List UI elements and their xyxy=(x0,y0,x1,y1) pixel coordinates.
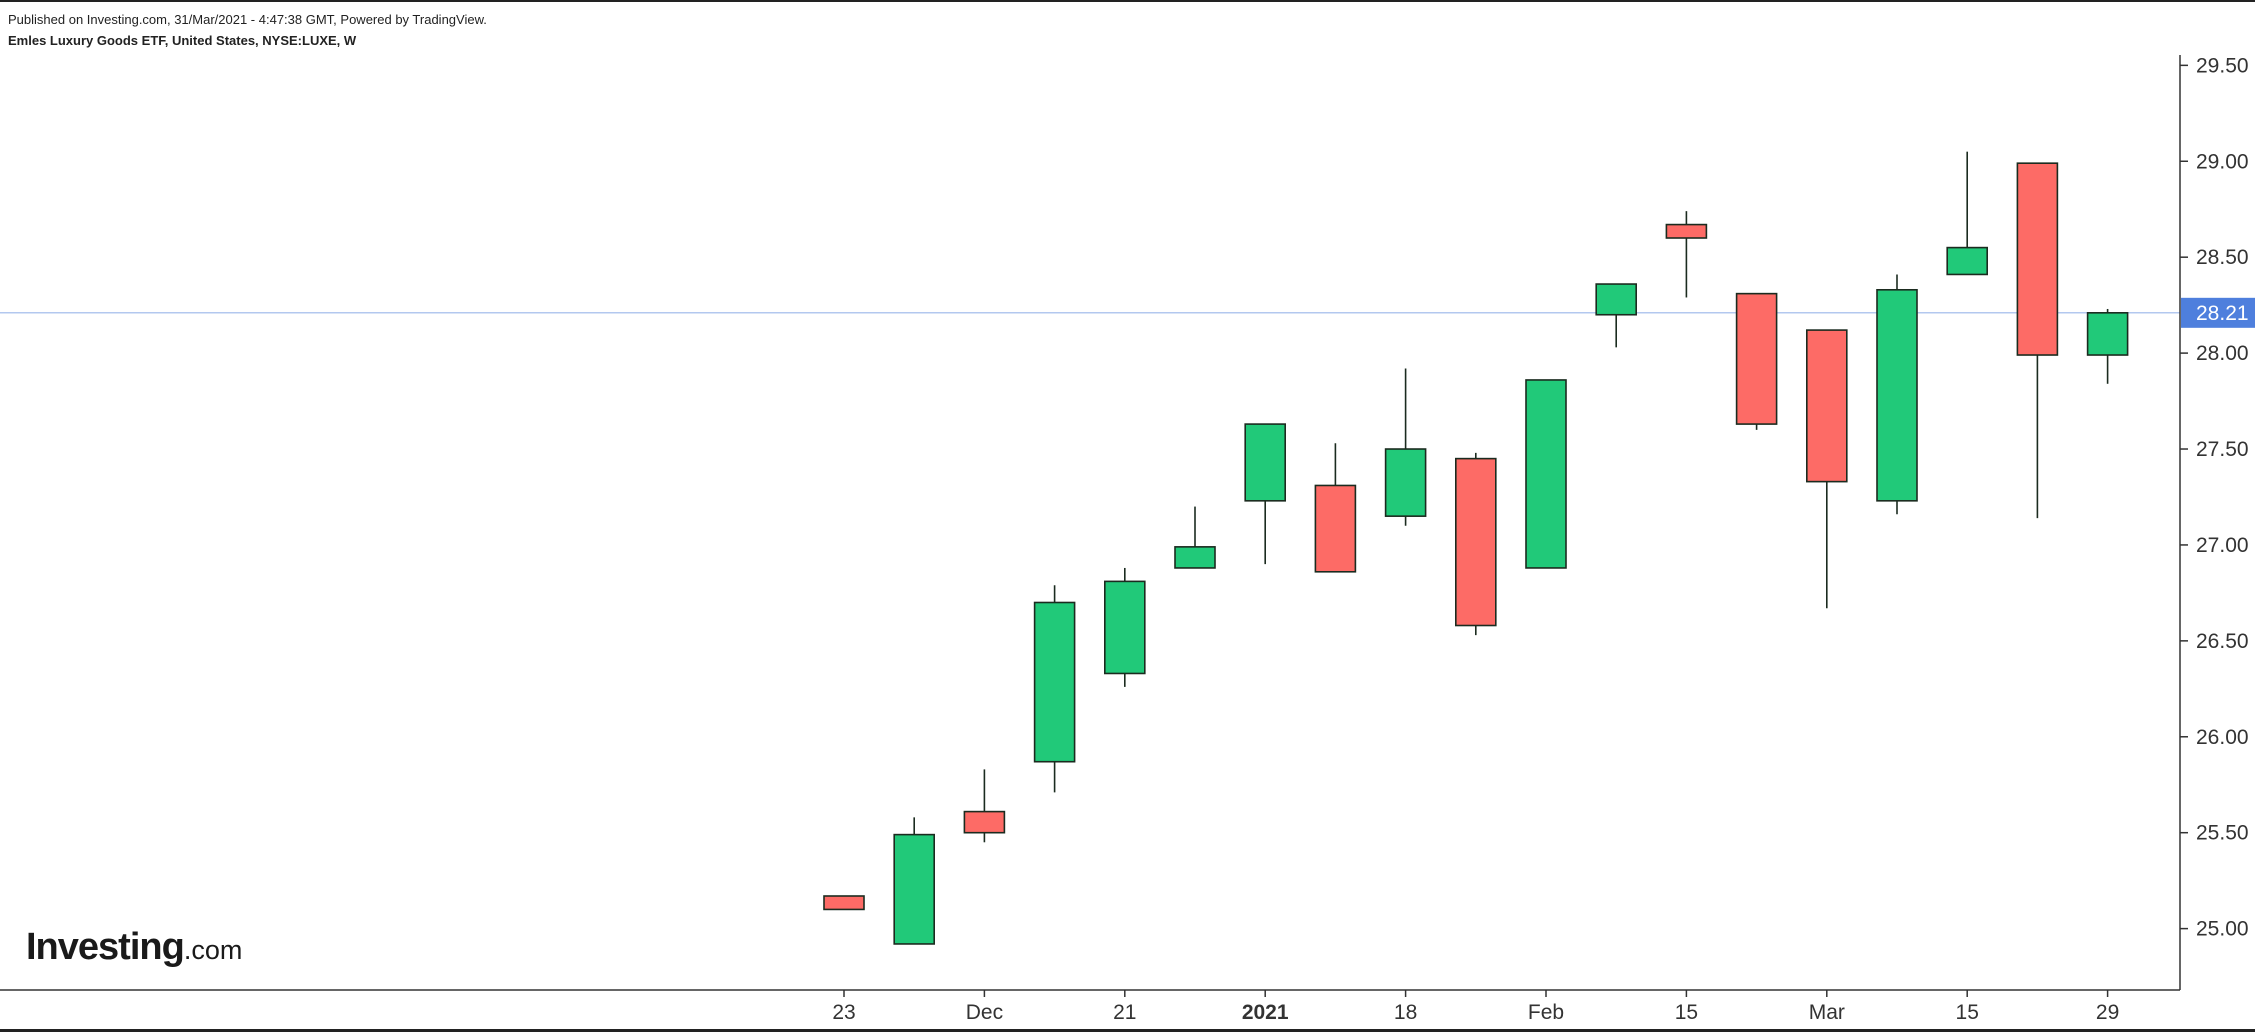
y-tick-label: 26.50 xyxy=(2196,630,2249,653)
candle-body-up xyxy=(2086,312,2129,356)
y-tick-label: 29.50 xyxy=(2196,54,2249,77)
candle[interactable] xyxy=(2016,162,2059,519)
top-border xyxy=(0,0,2255,2)
y-tick-label: 28.00 xyxy=(2196,342,2249,365)
last-price-label-group: 28.21 xyxy=(2181,297,2255,328)
last-price-badge xyxy=(2181,297,2255,328)
candle[interactable] xyxy=(1033,585,1076,793)
x-tick-label: Dec xyxy=(966,1001,1003,1024)
candle[interactable] xyxy=(1384,368,1427,526)
y-tick-label: 28.50 xyxy=(2196,246,2249,269)
x-tick-label: 21 xyxy=(1113,1001,1136,1024)
candle[interactable] xyxy=(1174,506,1216,569)
bottom-border xyxy=(0,1029,2255,1032)
candle[interactable] xyxy=(1595,283,1637,348)
candle[interactable] xyxy=(1876,274,1918,515)
candle-body-down xyxy=(823,895,865,911)
candle-body-down xyxy=(1314,484,1357,573)
x-tick-label: 23 xyxy=(832,1001,855,1024)
candle-body-up xyxy=(1104,580,1146,675)
candle-body-up xyxy=(893,833,936,945)
candle[interactable] xyxy=(1525,379,1567,569)
candle-body-down xyxy=(2016,162,2059,356)
x-tick-label: 29 xyxy=(2096,1001,2119,1024)
candle-body-up xyxy=(1946,246,1988,276)
candle-body-down xyxy=(1665,223,1708,239)
y-tick-label: 25.50 xyxy=(2196,822,2249,845)
candle[interactable] xyxy=(1244,423,1286,565)
candle[interactable] xyxy=(1806,329,1848,609)
candle[interactable] xyxy=(1455,452,1497,636)
y-tick-label: 27.00 xyxy=(2196,534,2249,557)
candle-body-up xyxy=(1384,448,1427,517)
candle-body-up xyxy=(1033,601,1076,763)
last-price-value: 28.21 xyxy=(2196,302,2249,325)
candles-group[interactable] xyxy=(823,151,2129,945)
x-tick-label: Feb xyxy=(1528,1001,1564,1024)
x-axis-ticks: 23 Dec 21 2021 18 Feb 15 Mar 15 29 xyxy=(832,990,2119,1024)
candle[interactable] xyxy=(1946,151,1988,276)
y-axis-ticks: 25.00 25.50 26.00 26.50 27.00 27.50 28.00 28.50… xyxy=(2180,54,2249,941)
candle-body-up xyxy=(1525,379,1567,569)
instrument-title: Emles Luxury Goods ETF, United States, N… xyxy=(8,33,357,48)
logo-suffix-text: .com xyxy=(183,935,243,965)
candle-body-down xyxy=(1735,292,1778,425)
logo-main-text: Investing xyxy=(26,926,185,968)
candle[interactable] xyxy=(1665,211,1708,298)
x-tick-label: 15 xyxy=(1675,1001,1698,1024)
candle-body-up xyxy=(1876,288,1918,502)
x-tick-label: 15 xyxy=(1956,1001,1979,1024)
candle-body-down xyxy=(963,810,1006,834)
y-tick-label: 27.50 xyxy=(2196,438,2249,461)
candle-body-down xyxy=(1806,329,1848,483)
x-tick-label: 18 xyxy=(1394,1001,1417,1024)
candle[interactable] xyxy=(1314,443,1357,573)
candle-body-down xyxy=(1455,457,1497,627)
candle[interactable] xyxy=(893,817,936,945)
candle-body-up xyxy=(1595,283,1637,316)
y-tick-label: 25.00 xyxy=(2196,918,2249,941)
candle[interactable] xyxy=(1735,292,1778,430)
x-tick-label: Mar xyxy=(1809,1001,1845,1024)
axes-group xyxy=(0,55,2181,991)
candle[interactable] xyxy=(2086,308,2129,384)
x-tick-label: 2021 xyxy=(1242,1001,1289,1024)
candle-body-up xyxy=(1174,546,1216,569)
candle[interactable] xyxy=(1104,567,1146,687)
publish-info: Published on Investing.com, 31/Mar/2021 … xyxy=(8,12,487,27)
candle-body-up xyxy=(1244,423,1286,502)
y-tick-label: 29.00 xyxy=(2196,150,2249,173)
candle[interactable] xyxy=(823,895,865,911)
candle[interactable] xyxy=(963,769,1006,843)
investing-logo: Investing.com xyxy=(26,926,242,969)
y-tick-label: 26.00 xyxy=(2196,726,2249,749)
